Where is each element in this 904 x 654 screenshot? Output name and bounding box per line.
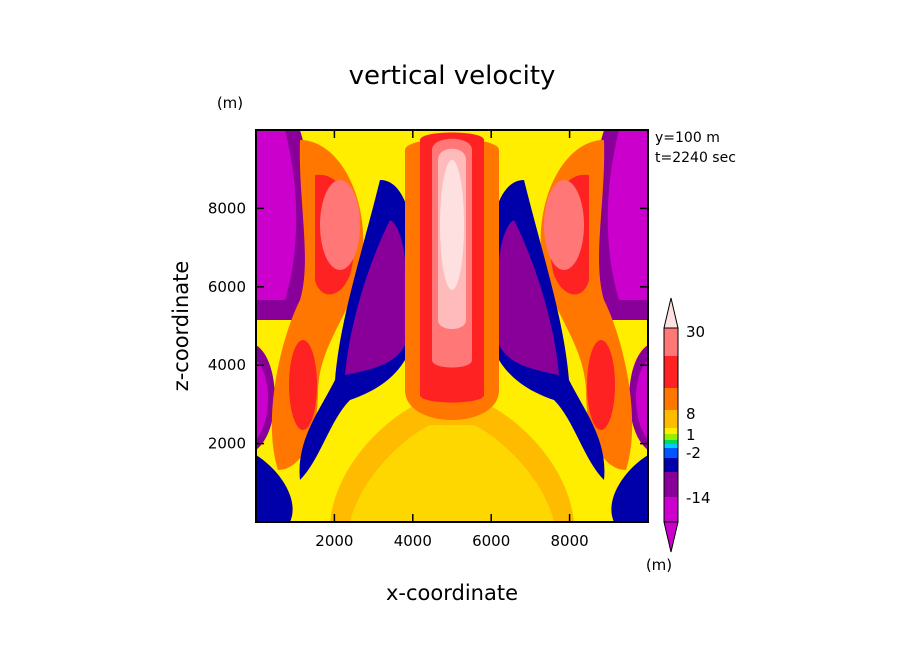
colorbar-band [664, 448, 678, 458]
y-unit-label: (m) [217, 94, 243, 112]
chart-title: vertical velocity [349, 61, 556, 91]
colorbar-band [664, 410, 678, 428]
colorbar-band [664, 328, 678, 356]
y-tick-label: 4000 [208, 356, 246, 374]
colorbar-band [664, 428, 678, 434]
colorbar-label: -14 [686, 489, 711, 507]
contour-field [256, 130, 648, 522]
x-tick-label: 8000 [551, 532, 589, 550]
annotation-t: t=2240 sec [655, 150, 736, 166]
y-axis: 2000 4000 6000 8000 [208, 199, 648, 453]
colorbar-label: 8 [686, 405, 696, 423]
colorbar-band [664, 388, 678, 410]
colorbar-label: 1 [686, 426, 696, 444]
colorbar-band [664, 444, 678, 448]
colorbar-unit-label: (m) [646, 556, 672, 574]
colorbar-band [664, 356, 678, 388]
colorbar-label: 30 [686, 323, 705, 341]
y-tick-label: 8000 [208, 199, 246, 217]
plot-frame [255, 129, 649, 523]
colorbar-band [664, 440, 678, 444]
colorbar-band [664, 458, 678, 472]
colorbar-label: -2 [686, 444, 701, 462]
colorbar-band [664, 472, 678, 497]
colorbar: 30 8 1-2 -14 [663, 297, 711, 553]
x-tick-label: 6000 [472, 532, 510, 550]
x-axis-label: x-coordinate [386, 581, 518, 605]
x-axis: 2000 4000 6000 8000 [315, 130, 589, 550]
x-tick-label: 2000 [315, 532, 353, 550]
annotation-y: y=100 m [655, 130, 720, 146]
x-tick-label: 4000 [394, 532, 432, 550]
colorbar-band [664, 497, 678, 522]
y-axis-label: z-coordinate [169, 261, 193, 392]
colorbar-bottom-triangle [663, 521, 679, 553]
y-tick-label: 2000 [208, 435, 246, 453]
colorbar-band [664, 434, 678, 440]
y-tick-label: 6000 [208, 278, 246, 296]
colorbar-top-triangle [663, 297, 679, 329]
